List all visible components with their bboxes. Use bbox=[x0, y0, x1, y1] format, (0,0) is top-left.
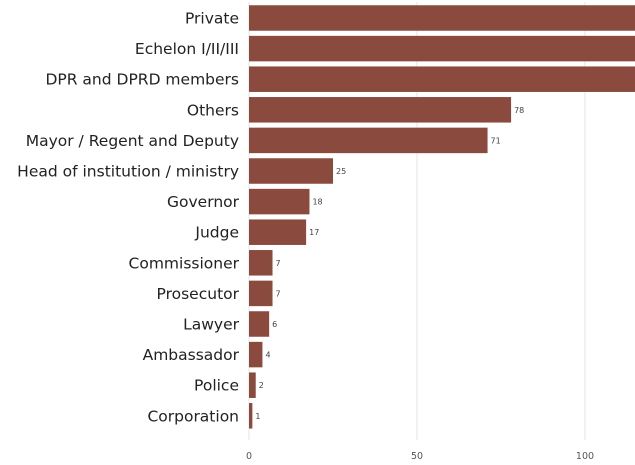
category-label: Governor bbox=[167, 193, 240, 211]
data-label: 78 bbox=[514, 106, 524, 115]
data-label: 17 bbox=[309, 228, 319, 237]
category-label: Prosecutor bbox=[157, 285, 240, 303]
bar bbox=[249, 219, 307, 245]
data-label: 1 bbox=[255, 412, 260, 421]
bar bbox=[249, 5, 635, 31]
data-label: 71 bbox=[491, 136, 501, 145]
x-axis-ticks: 0 50 100 bbox=[246, 451, 594, 462]
bar bbox=[249, 311, 270, 337]
bar bbox=[249, 35, 635, 62]
x-tick-label-100: 100 bbox=[576, 451, 594, 462]
category-label: Corporation bbox=[147, 407, 239, 425]
data-label: 7 bbox=[276, 259, 281, 268]
bar bbox=[249, 66, 635, 92]
bar bbox=[249, 372, 256, 398]
bar bbox=[249, 341, 263, 368]
bars bbox=[249, 5, 635, 429]
category-label: Others bbox=[187, 101, 239, 119]
category-label: Echelon I/II/III bbox=[135, 40, 239, 58]
bar bbox=[249, 188, 310, 215]
category-label: Judge bbox=[194, 224, 239, 242]
category-label: DPR and DPRD members bbox=[45, 71, 239, 89]
bar bbox=[249, 97, 512, 123]
bar bbox=[249, 127, 488, 154]
data-label: 7 bbox=[276, 289, 281, 298]
bar bbox=[249, 280, 273, 307]
category-labels: Private Echelon I/II/III DPR and DPRD memb… bbox=[17, 10, 239, 426]
bar bbox=[249, 250, 273, 276]
data-label: 6 bbox=[272, 320, 277, 329]
category-label: Head of institution / ministry bbox=[17, 163, 239, 181]
data-label: 25 bbox=[336, 167, 346, 176]
category-label: Lawyer bbox=[183, 316, 240, 334]
data-label: 4 bbox=[265, 351, 270, 360]
data-label: 2 bbox=[259, 381, 264, 390]
category-label: Ambassador bbox=[143, 346, 240, 364]
category-label: Private bbox=[185, 10, 239, 28]
data-label: 18 bbox=[312, 198, 322, 207]
value-labels: 78 71 25 18 17 7 7 6 4 2 1 bbox=[255, 106, 524, 421]
bar bbox=[249, 158, 333, 184]
bar bbox=[249, 403, 253, 429]
category-label: Mayor / Regent and Deputy bbox=[26, 132, 239, 150]
x-tick-label-0: 0 bbox=[246, 451, 252, 462]
category-label: Commissioner bbox=[129, 254, 240, 272]
x-tick-label-50: 50 bbox=[411, 451, 423, 462]
category-label: Police bbox=[194, 377, 239, 395]
